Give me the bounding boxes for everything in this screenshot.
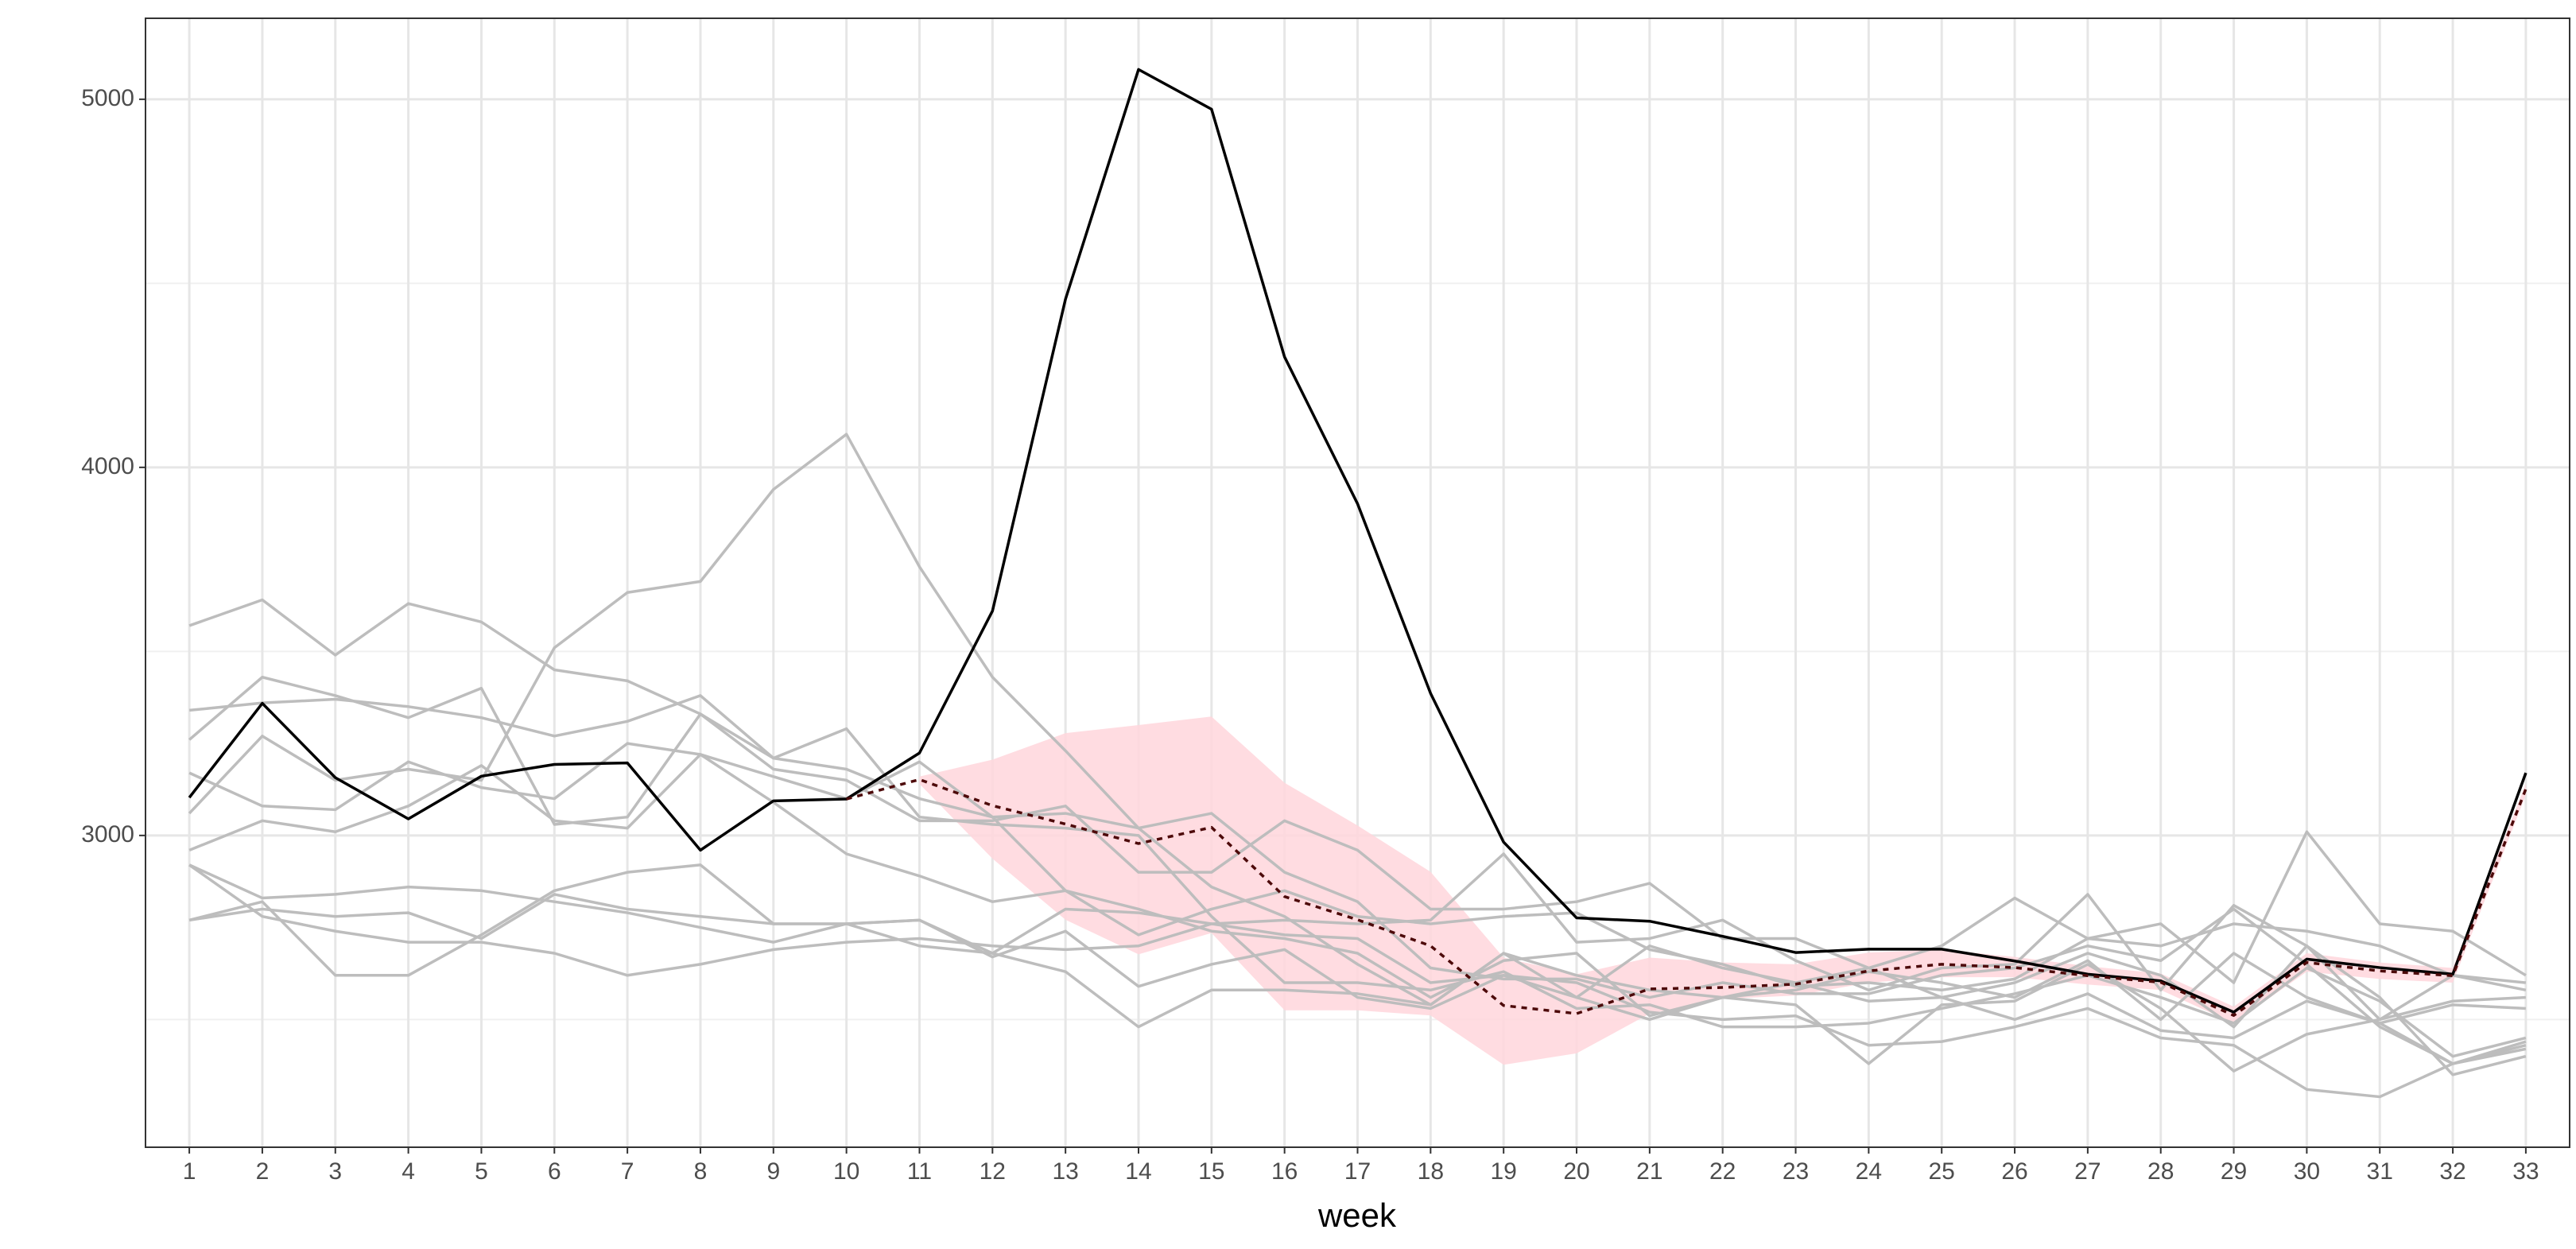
series-line: [188, 863, 2527, 1065]
x-tick-label: 26: [2001, 1158, 2027, 1185]
x-tick-label: 8: [694, 1158, 708, 1185]
panel-border: [145, 17, 2570, 1148]
x-tick-label: 9: [766, 1158, 780, 1185]
y-tick-label: 5000: [81, 85, 134, 111]
series-line: [188, 852, 2527, 1076]
x-tick-label: 29: [2221, 1158, 2247, 1185]
x-tick-label: 12: [980, 1158, 1006, 1185]
x-axis-label: week: [1317, 1197, 1397, 1234]
x-tick-label: 27: [2074, 1158, 2101, 1185]
x-tick-label: 14: [1125, 1158, 1151, 1185]
series-line: [188, 742, 2527, 1029]
x-tick-label: 17: [1344, 1158, 1371, 1185]
x-tick-label: 1: [183, 1158, 196, 1185]
series-line: [846, 778, 2528, 1017]
x-tick-label: 6: [548, 1158, 561, 1185]
x-tick-label: 13: [1052, 1158, 1078, 1185]
x-tick-label: 11: [907, 1158, 932, 1185]
x-tick-label: 31: [2367, 1158, 2393, 1185]
x-tick-label: 3: [328, 1158, 342, 1185]
y-tick-label: 3000: [81, 821, 134, 848]
x-tick-label: 33: [2512, 1158, 2539, 1185]
series-line: [188, 432, 2526, 1025]
x-tick-label: 15: [1198, 1158, 1224, 1185]
x-tick-label: 7: [621, 1158, 634, 1185]
y-tick-label: 4000: [81, 453, 134, 479]
series-line: [188, 863, 2527, 1099]
x-tick-label: 19: [1490, 1158, 1516, 1185]
x-tick-label: 5: [475, 1158, 488, 1185]
x-tick-label: 16: [1271, 1158, 1298, 1185]
series-line: [188, 753, 2527, 992]
x-tick-label: 2: [256, 1158, 270, 1185]
x-tick-label: 10: [833, 1158, 859, 1185]
x-tick-label: 32: [2439, 1158, 2465, 1185]
x-tick-label: 28: [2147, 1158, 2174, 1185]
x-tick-label: 4: [402, 1158, 415, 1185]
series-line: [188, 598, 2527, 984]
series-line: [188, 694, 2527, 1065]
series-line: [188, 68, 2528, 1014]
x-tick-label: 23: [1783, 1158, 1809, 1185]
x-tick-label: 18: [1418, 1158, 1444, 1185]
x-tick-label: 21: [1636, 1158, 1662, 1185]
x-tick-label: 30: [2294, 1158, 2320, 1185]
x-tick-label: 20: [1563, 1158, 1589, 1185]
x-tick-label: 22: [1709, 1158, 1736, 1185]
series-line: [188, 863, 2526, 1073]
x-tick-label: 24: [1856, 1158, 1882, 1185]
x-tick-label: 25: [1929, 1158, 1955, 1185]
